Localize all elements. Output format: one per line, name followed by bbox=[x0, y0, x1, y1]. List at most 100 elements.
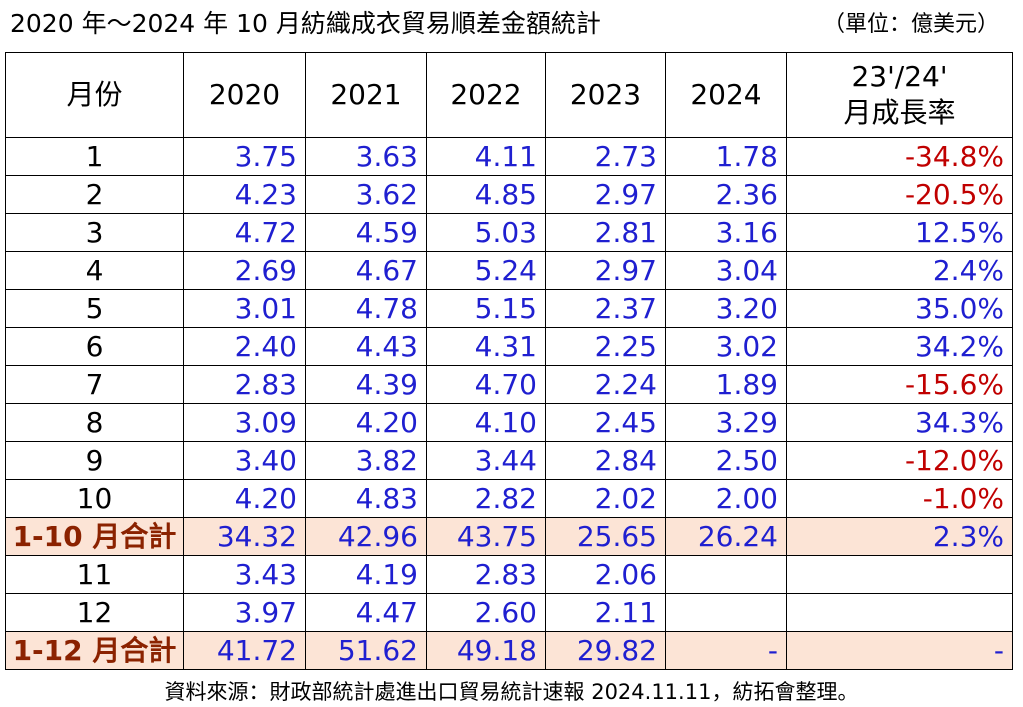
value-cell-2022: 4.70 bbox=[426, 365, 546, 404]
source-note: 資料來源：財政部統計處進出口貿易統計速報 2024.11.11，紡拓會整理。 bbox=[164, 680, 859, 704]
value-cell-2020: 4.23 bbox=[183, 175, 306, 214]
header-month: 月份 bbox=[5, 52, 184, 138]
month-cell: 11 bbox=[5, 555, 184, 594]
header-2024: 2024 bbox=[665, 52, 787, 138]
page-title: 2020 年～2024 年 10 月紡織成衣貿易順差金額統計 bbox=[10, 9, 601, 38]
value-cell-2022: 4.10 bbox=[426, 403, 546, 442]
table-row: 1 3.75 3.63 4.11 2.73 1.78 -34.8% bbox=[5, 137, 1013, 176]
growth-cell bbox=[786, 593, 1013, 632]
value-cell-2022: 4.85 bbox=[426, 175, 546, 214]
growth-cell bbox=[786, 555, 1013, 594]
value-cell-2024: 2.50 bbox=[665, 441, 787, 480]
value-cell-2021: 4.83 bbox=[305, 479, 427, 518]
growth-cell: 12.5% bbox=[786, 213, 1013, 252]
value-cell-2020: 2.40 bbox=[183, 327, 306, 366]
value-cell-2022: 4.31 bbox=[426, 327, 546, 366]
table-row: 7 2.83 4.39 4.70 2.24 1.89 -15.6% bbox=[5, 365, 1013, 404]
value-cell-2023: 2.37 bbox=[545, 289, 666, 328]
value-cell-2024: 3.16 bbox=[665, 213, 787, 252]
growth-cell: 34.2% bbox=[786, 327, 1013, 366]
month-cell: 8 bbox=[5, 403, 184, 442]
value-cell-2022: 2.82 bbox=[426, 479, 546, 518]
value-cell-2023: 2.97 bbox=[545, 251, 666, 290]
value-cell-2020: 3.43 bbox=[183, 555, 306, 594]
value-cell-2021: 4.78 bbox=[305, 289, 427, 328]
month-cell: 5 bbox=[5, 289, 184, 328]
table-row: 10 4.20 4.83 2.82 2.02 2.00 -1.0% bbox=[5, 479, 1013, 518]
total-value-2024: 26.24 bbox=[665, 517, 787, 556]
month-cell: 7 bbox=[5, 365, 184, 404]
value-cell-2021: 4.67 bbox=[305, 251, 427, 290]
value-cell-2021: 3.82 bbox=[305, 441, 427, 480]
month-cell: 9 bbox=[5, 441, 184, 480]
table-row: 9 3.40 3.82 3.44 2.84 2.50 -12.0% bbox=[5, 441, 1013, 480]
table-row: 4 2.69 4.67 5.24 2.97 3.04 2.4% bbox=[5, 251, 1013, 290]
value-cell-2021: 3.63 bbox=[305, 137, 427, 176]
value-cell-2023: 2.24 bbox=[545, 365, 666, 404]
value-cell-2024: 3.04 bbox=[665, 251, 787, 290]
value-cell-2023: 2.06 bbox=[545, 555, 666, 594]
value-cell-2023: 2.11 bbox=[545, 593, 666, 632]
unit-label: （單位：億美元） bbox=[822, 12, 999, 37]
value-cell-2022: 5.03 bbox=[426, 213, 546, 252]
table-row: 3 4.72 4.59 5.03 2.81 3.16 12.5% bbox=[5, 213, 1013, 252]
month-cell: 1 bbox=[5, 137, 184, 176]
month-cell: 4 bbox=[5, 251, 184, 290]
value-cell-2020: 3.01 bbox=[183, 289, 306, 328]
value-cell-2024 bbox=[665, 555, 787, 594]
total-row: 1-12 月合計 41.72 51.62 49.18 29.82- - bbox=[5, 631, 1013, 670]
value-cell-2023: 2.81 bbox=[545, 213, 666, 252]
value-cell-2022: 5.15 bbox=[426, 289, 546, 328]
total-value-2020: 41.72 bbox=[183, 631, 306, 670]
total-value-2021: 51.62 bbox=[305, 631, 427, 670]
value-cell-2024 bbox=[665, 593, 787, 632]
value-cell-2020: 4.72 bbox=[183, 213, 306, 252]
value-cell-2024: 2.36 bbox=[665, 175, 787, 214]
value-cell-2022: 4.11 bbox=[426, 137, 546, 176]
value-cell-2021: 4.19 bbox=[305, 555, 427, 594]
value-cell-2024: 1.89 bbox=[665, 365, 787, 404]
header-row: 月份 2020 2021 2022 2023 2024 23'/24' 月成長率 bbox=[5, 52, 1013, 138]
value-cell-2023: 2.84 bbox=[545, 441, 666, 480]
month-cell: 2 bbox=[5, 175, 184, 214]
month-cell: 10 bbox=[5, 479, 184, 518]
value-cell-2021: 4.39 bbox=[305, 365, 427, 404]
total-label: 1-12 月合計 bbox=[5, 631, 184, 670]
value-cell-2024: 2.00 bbox=[665, 479, 787, 518]
value-cell-2020: 3.75 bbox=[183, 137, 306, 176]
month-cell: 3 bbox=[5, 213, 184, 252]
total-growth: 2.3% bbox=[786, 517, 1013, 556]
table-row: 6 2.40 4.43 4.31 2.25 3.02 34.2% bbox=[5, 327, 1013, 366]
header-2023: 2023 bbox=[545, 52, 666, 138]
value-cell-2024: 3.02 bbox=[665, 327, 787, 366]
total-row: 1-10 月合計 34.32 42.96 43.75 25.65 26.24 2.3% bbox=[5, 517, 1013, 556]
value-cell-2020: 4.20 bbox=[183, 479, 306, 518]
total-value-2022: 43.75 bbox=[426, 517, 546, 556]
growth-cell: -12.0% bbox=[786, 441, 1013, 480]
total-value-2021: 42.96 bbox=[305, 517, 427, 556]
header-growth: 23'/24' 月成長率 bbox=[786, 52, 1013, 138]
value-cell-2023: 2.97 bbox=[545, 175, 666, 214]
value-cell-2024: 3.20 bbox=[665, 289, 787, 328]
value-cell-2020: 3.97 bbox=[183, 593, 306, 632]
value-cell-2022: 3.44 bbox=[426, 441, 546, 480]
value-cell-2021: 3.62 bbox=[305, 175, 427, 214]
value-cell-2022: 2.83 bbox=[426, 555, 546, 594]
value-cell-2023: 2.45 bbox=[545, 403, 666, 442]
header-2022: 2022 bbox=[426, 52, 546, 138]
total-value-2023: 25.65 bbox=[545, 517, 666, 556]
table-row: 8 3.09 4.20 4.10 2.45 3.29 34.3% bbox=[5, 403, 1013, 442]
trade-surplus-table: 月份 2020 2021 2022 2023 2024 23'/24' 月成長率… bbox=[5, 52, 1013, 670]
table-row: 5 3.01 4.78 5.15 2.37 3.20 35.0% bbox=[5, 289, 1013, 328]
growth-cell: -34.8% bbox=[786, 137, 1013, 176]
growth-cell: 35.0% bbox=[786, 289, 1013, 328]
month-cell: 6 bbox=[5, 327, 184, 366]
value-cell-2020: 3.40 bbox=[183, 441, 306, 480]
value-cell-2022: 2.60 bbox=[426, 593, 546, 632]
value-cell-2021: 4.43 bbox=[305, 327, 427, 366]
total-value-2024: - bbox=[665, 631, 787, 670]
value-cell-2023: 2.73 bbox=[545, 137, 666, 176]
total-value-2022: 49.18 bbox=[426, 631, 546, 670]
total-value-2020: 34.32 bbox=[183, 517, 306, 556]
value-cell-2022: 5.24 bbox=[426, 251, 546, 290]
